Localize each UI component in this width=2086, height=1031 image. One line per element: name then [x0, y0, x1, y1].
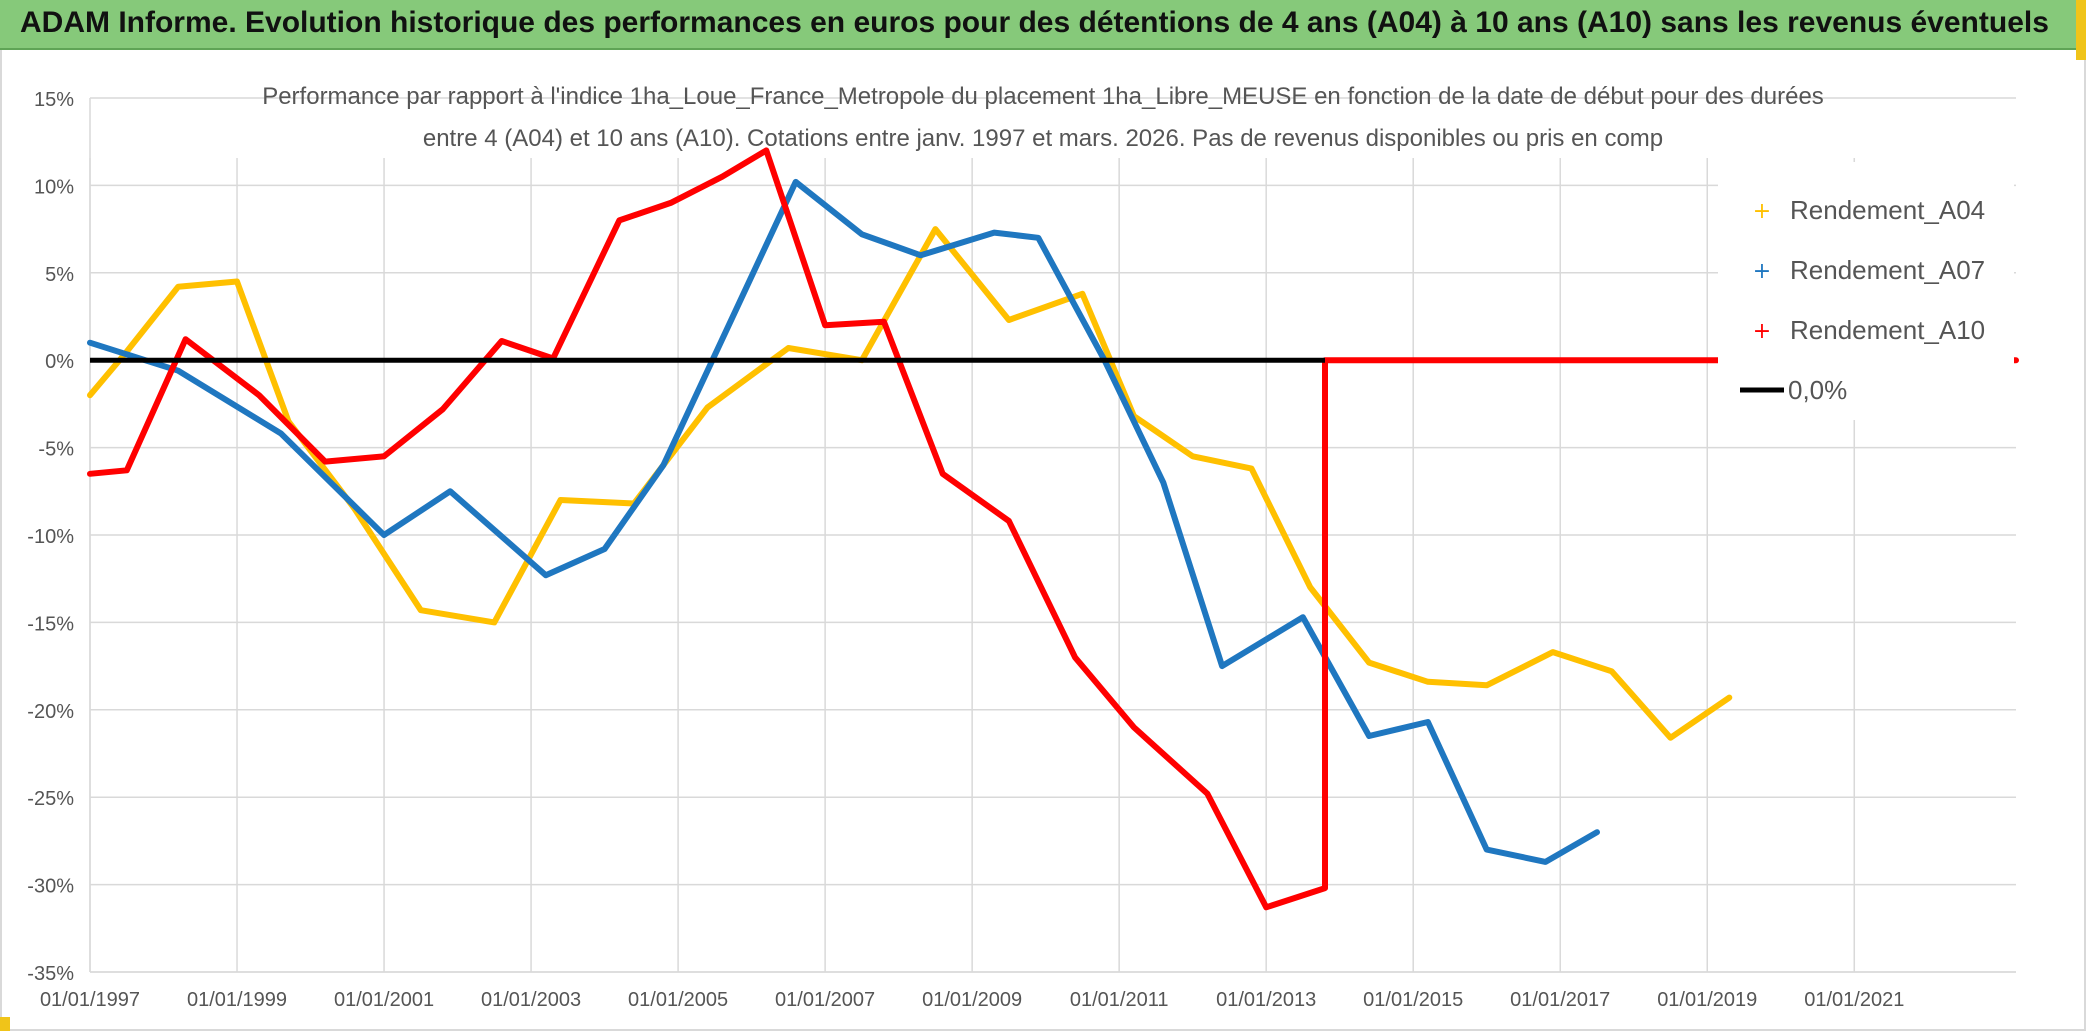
y-tick-label: 0%	[45, 351, 74, 373]
corner-accent-bottom-left	[0, 1017, 10, 1031]
legend-marker-rendement-a04: +	[1753, 199, 1771, 224]
legend-marker-rendement-a10: +	[1753, 319, 1771, 344]
x-tick-label: 01/01/1997	[40, 989, 140, 1011]
x-tick-label: 01/01/2007	[775, 989, 875, 1011]
report-banner: ADAM Informe. Evolution historique des p…	[0, 0, 2086, 50]
series-lines	[87, 147, 2019, 911]
y-tick-label: -35%	[27, 963, 74, 985]
report-title: ADAM Informe. Evolution historique des p…	[20, 6, 2049, 39]
chart-title-line-1: Performance par rapport à l'indice 1ha_L…	[262, 83, 1824, 110]
x-tick-label: 01/01/2011	[1070, 989, 1169, 1011]
x-tick-label: 01/01/2017	[1510, 989, 1610, 1011]
y-tick-label: -30%	[27, 876, 74, 898]
legend-background	[1718, 162, 2014, 420]
x-tick-label: 01/01/2009	[922, 989, 1022, 1011]
x-tick-label: 01/01/2001	[334, 989, 434, 1011]
series-line-rendement-a10	[87, 147, 2019, 911]
series-line-rendement-a07	[87, 178, 1600, 865]
chart-title-line-2: entre 4 (A04) et 10 ans (A10). Cotations…	[423, 125, 1663, 152]
x-tick-label: 01/01/2005	[628, 989, 728, 1011]
corner-accent-top-right	[2076, 0, 2086, 60]
y-tick-label: 5%	[45, 264, 74, 286]
y-tick-label: -20%	[27, 701, 74, 723]
x-tick-label: 01/01/2015	[1363, 989, 1463, 1011]
y-axis-tick-labels: 15% 10% 5% 0% -5% -10% -15% -20% -25% -30% -35%	[27, 89, 74, 985]
x-tick-label: 01/01/1999	[187, 989, 287, 1011]
y-tick-label: -15%	[27, 613, 74, 635]
x-tick-label: 01/01/2003	[481, 989, 581, 1011]
y-tick-label: -25%	[27, 788, 74, 810]
legend: + Rendement_A04 + Rendement_A07 + Rendement_A…	[1718, 162, 2014, 420]
x-tick-label: 01/01/2013	[1216, 989, 1316, 1011]
legend-marker-rendement-a07: +	[1753, 259, 1771, 284]
x-tick-label: 01/01/2021	[1804, 989, 1904, 1011]
legend-label-rendement-a07: Rendement_A07	[1790, 255, 1985, 285]
legend-label-rendement-a10: Rendement_A10	[1790, 315, 1985, 345]
y-tick-label: 15%	[34, 89, 74, 111]
x-axis-tick-labels: 01/01/1997 01/01/1999 01/01/2001 01/01/2003…	[40, 989, 1904, 1011]
legend-label-zero-line: 0,0%	[1788, 375, 1847, 405]
y-tick-label: 10%	[34, 176, 74, 198]
y-tick-label: -5%	[38, 439, 74, 461]
y-tick-label: -10%	[27, 526, 74, 548]
legend-label-rendement-a04: Rendement_A04	[1790, 195, 1985, 225]
x-tick-label: 01/01/2019	[1657, 989, 1757, 1011]
